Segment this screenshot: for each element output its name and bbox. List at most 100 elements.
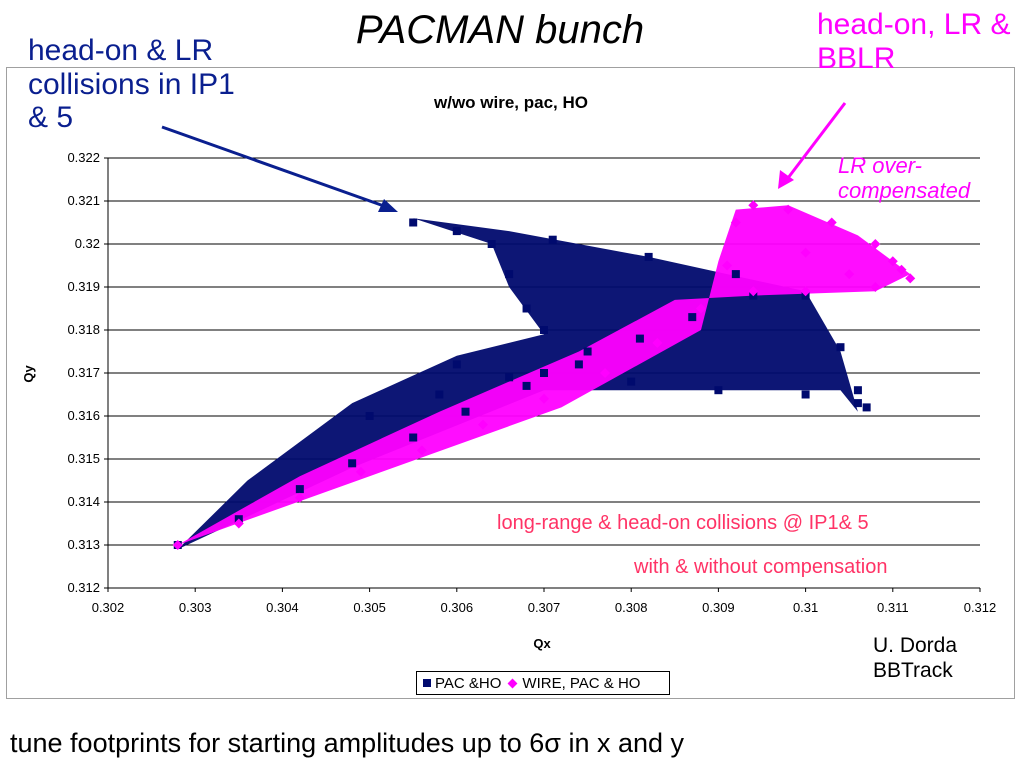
callout-head-on-lr: head-on & LR collisions in IP1 & 5 (28, 34, 235, 135)
pac-ho-point (348, 459, 357, 468)
wire-pac-ho-point (722, 260, 733, 271)
pac-ho-point (409, 433, 418, 442)
y-tick-label: 0.321 (67, 193, 100, 208)
pac-ho-point (583, 347, 592, 356)
pac-ho-point (295, 485, 304, 494)
wire-pac-ho-point (355, 466, 366, 477)
wire-pac-ho-point (233, 518, 244, 529)
legend-label-pac-ho: PAC &HO (435, 674, 502, 692)
wire-pac-ho-point (905, 273, 916, 284)
pac-ho-point (522, 381, 531, 390)
pac-ho-point (627, 377, 636, 386)
pac-ho-point (644, 252, 653, 261)
y-tick-label: 0.318 (67, 322, 100, 337)
wire-pac-ho-point (800, 247, 811, 258)
marker-layer (172, 200, 916, 550)
pac-ho-point (862, 403, 871, 412)
pac-ho-point (836, 343, 845, 352)
x-tick-label: 0.302 (92, 600, 125, 615)
diamond-marker-icon (507, 678, 518, 688)
x-tick-label: 0.304 (266, 600, 299, 615)
chart-legend: PAC &HO WIRE, PAC & HO (416, 671, 670, 695)
y-tick-label: 0.316 (67, 408, 100, 423)
credit: U. Dorda BBTrack (873, 634, 957, 684)
legend-item-pac-ho: PAC &HO (423, 675, 501, 692)
x-tick-label: 0.303 (179, 600, 212, 615)
x-tick-label: 0.31 (793, 600, 818, 615)
x-tick-label: 0.306 (441, 600, 474, 615)
wire-pac-ho-point (748, 200, 759, 211)
wire-pac-ho-point (294, 492, 305, 503)
pac-ho-point (540, 326, 548, 334)
square-marker-icon (423, 679, 431, 687)
wire-pac-ho-point (870, 282, 881, 292)
y-tick-label: 0.32 (75, 236, 100, 251)
pac-ho-point (853, 386, 862, 395)
pac-ho-point (574, 360, 583, 369)
x-tick-label: 0.309 (702, 600, 735, 615)
wire-pac-ho-point (695, 303, 706, 314)
y-tick-label: 0.319 (67, 279, 100, 294)
x-tick-label: 0.312 (964, 600, 997, 615)
wire-pac-ho-point (748, 286, 759, 297)
wire-pac-ho-point (600, 368, 611, 378)
y-tick-label: 0.315 (67, 451, 100, 466)
callout-head-on-lr-bblr: head-on, LR & BBLR (817, 8, 1011, 75)
wire-pac-ho-point (844, 269, 855, 280)
pac-ho-point (505, 270, 514, 279)
y-tick-label: 0.322 (67, 150, 100, 165)
magenta-arrow-head (778, 170, 794, 189)
wire-pac-ho-point (887, 256, 898, 267)
pac-ho-point (487, 240, 496, 248)
tick-labels: 0.312 0.313 0.314 0.315 0.316 0.317 0.318 0.319… (67, 150, 996, 615)
wire-pac-ho-point (172, 540, 183, 550)
wire-pac-ho-point (416, 445, 427, 456)
pac-ho-point (731, 270, 740, 279)
x-axis-label: Qx (533, 636, 551, 651)
pac-ho-point (853, 399, 862, 408)
pac-ho-point (461, 407, 470, 416)
pac-ho-point (452, 227, 461, 236)
magenta-arrow-shaft (786, 102, 847, 179)
pac-ho-point (435, 390, 444, 399)
chart-title: w/wo wire, pac, HO (433, 93, 588, 112)
x-tick-label: 0.307 (528, 600, 561, 615)
credit-author: U. Dorda (873, 634, 958, 657)
pac-ho-point (452, 360, 461, 369)
pac-ho-point (688, 313, 697, 322)
wire-pac-ho-point (800, 286, 811, 297)
legend-item-wire-pac-ho: WIRE, PAC & HO (507, 675, 640, 692)
slide-title: PACMAN bunch (355, 8, 645, 52)
pac-ho-point (801, 390, 810, 399)
y-tick-label: 0.312 (67, 580, 100, 595)
pac-ho-point (505, 373, 514, 382)
wire-pac-ho-point (730, 217, 741, 228)
pac-ho-point (714, 386, 723, 395)
note-long-range: long-range & head-on collisions @ IP1& 5 (497, 512, 869, 534)
pac-ho-point (365, 412, 374, 420)
pac-ho-point (540, 369, 548, 377)
pac-ho-point (409, 218, 418, 227)
wire-pac-ho-point (539, 393, 549, 404)
y-axis-label: Qy (21, 365, 36, 383)
credit-code: BBTrack (873, 658, 953, 682)
wire-pac-ho-point (477, 419, 488, 430)
wire-pac-ho-point (870, 239, 881, 249)
pac-ho-point (635, 334, 644, 343)
wire-pac-ho-point (896, 264, 907, 275)
slide-caption: tune footprints for starting amplitudes … (10, 728, 685, 758)
footprint-fills (177, 205, 911, 550)
wire-pac-ho-point (826, 217, 837, 228)
blue-arrow-head (378, 199, 398, 212)
x-tick-label: 0.311 (877, 600, 909, 615)
lr-over-compensated-label: LR over-compensated (838, 153, 971, 203)
blue-arrow-shaft (161, 125, 385, 208)
wire-pac-ho-point (783, 204, 794, 215)
x-tick-label: 0.308 (615, 600, 648, 615)
pac-ho-point (548, 235, 557, 244)
pac-ho-point (522, 304, 531, 313)
y-tick-label: 0.317 (67, 365, 100, 380)
x-tick-label: 0.305 (353, 600, 386, 615)
y-tick-label: 0.313 (67, 537, 100, 552)
